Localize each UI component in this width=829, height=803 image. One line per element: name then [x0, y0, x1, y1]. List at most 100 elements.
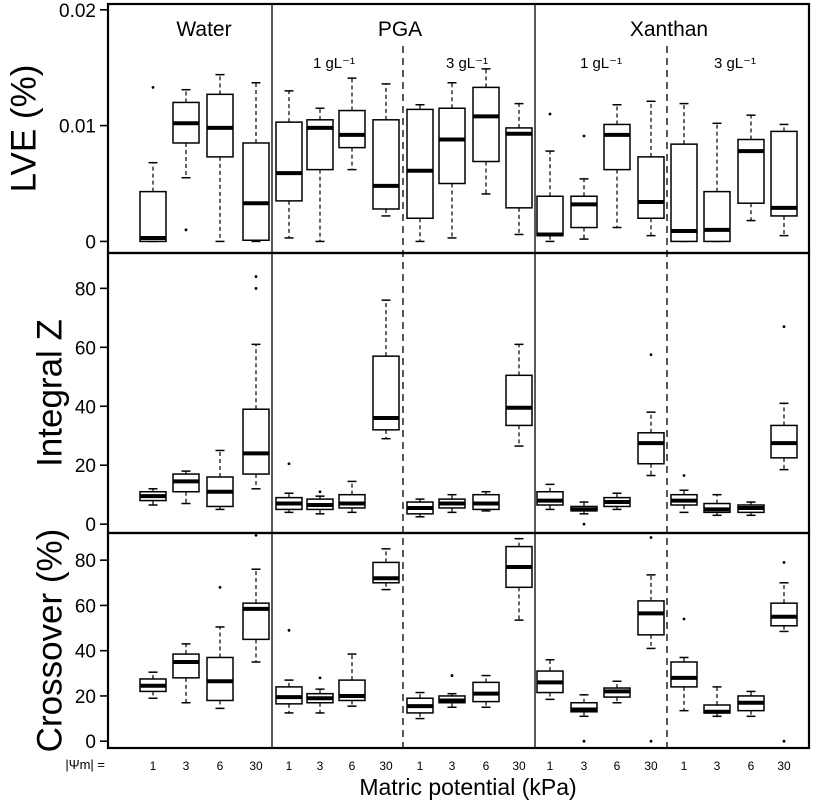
box-iqr: [505, 374, 533, 427]
box-iqr: [206, 93, 234, 158]
box: [536, 658, 564, 701]
box-iqr: [770, 602, 798, 627]
sub-label-xanthan-3: 3 gL⁻¹: [714, 55, 756, 72]
outlier-point: [782, 325, 786, 329]
box-iqr: [703, 190, 731, 243]
x-tick-label: 1: [286, 759, 293, 773]
box: [406, 104, 434, 243]
outlier-point: [582, 739, 586, 743]
outlier-point: [254, 533, 258, 537]
x-tick-label: 30: [777, 759, 791, 773]
box: [372, 299, 400, 440]
box: [472, 490, 500, 512]
box: [770, 561, 798, 743]
sub-label-pga-3: 3 gL⁻¹: [446, 55, 488, 72]
box: [505, 102, 533, 236]
box: [472, 68, 500, 195]
y-tick-label: 60: [75, 338, 96, 359]
x-tick-label: 6: [217, 759, 224, 773]
outlier-point: [287, 462, 291, 466]
outlier-point: [450, 674, 454, 677]
x-tick-label: 6: [614, 759, 621, 773]
x-tick-label: 30: [512, 759, 526, 773]
box-iqr: [637, 600, 665, 636]
y-tick-label: 0: [85, 515, 96, 536]
box-iqr: [338, 493, 366, 509]
y-tick-label: 40: [75, 642, 96, 663]
box: [242, 275, 270, 490]
outlier-point: [318, 676, 322, 680]
x-axis: |Ψm| = Matric potential (kPa) 1 3 6 30 1 3 6 30…: [65, 757, 791, 800]
x-tick-label: 3: [449, 759, 456, 773]
box: [570, 134, 598, 240]
box: [703, 493, 731, 517]
box: [338, 480, 366, 514]
sub-label-pga-1: 1 gL⁻¹: [313, 55, 355, 72]
y-axis-title: Crossover (%): [31, 529, 70, 753]
box: [670, 617, 698, 712]
box: [306, 676, 334, 714]
outlier-point: [582, 134, 586, 138]
box: [139, 85, 167, 243]
box: [275, 628, 303, 714]
box: [206, 449, 234, 511]
y-tick-label: 80: [75, 551, 96, 572]
box-iqr: [242, 408, 270, 475]
box: [670, 474, 698, 514]
box-iqr: [275, 121, 303, 202]
outlier-point: [254, 286, 258, 290]
box: [306, 490, 334, 515]
box: [406, 498, 434, 518]
box-iqr: [637, 156, 665, 220]
box: [536, 112, 564, 243]
box: [438, 82, 466, 239]
box: [703, 686, 731, 718]
box-iqr: [570, 195, 598, 229]
y-axis-title: Integral Z: [31, 319, 70, 467]
box: [737, 501, 765, 517]
group-dividers: [271, 4, 668, 748]
outlier-point: [649, 536, 653, 539]
box: [242, 533, 270, 663]
y-tick-label: 20: [75, 687, 96, 708]
outlier-point: [548, 112, 552, 116]
outlier-point: [287, 628, 291, 632]
x-tick-label: 6: [748, 759, 755, 773]
outlier-point: [151, 85, 155, 89]
box: [338, 653, 366, 707]
outlier-point: [184, 228, 188, 232]
y-tick-label: 40: [75, 397, 96, 418]
x-tick-label: 30: [379, 759, 393, 773]
box: [737, 114, 765, 222]
box: [172, 470, 200, 505]
box-iqr: [472, 86, 500, 163]
box: [737, 690, 765, 718]
outlier-point: [782, 739, 786, 743]
box-iqr: [139, 190, 167, 243]
box: [703, 122, 731, 243]
x-axis-prefix: |Ψm| =: [65, 757, 105, 772]
box: [172, 88, 200, 232]
box: [372, 548, 400, 591]
y-tick-label: 0: [85, 732, 96, 753]
x-tick-label: 30: [644, 759, 658, 773]
outlier-point: [682, 617, 686, 621]
box-iqr: [338, 109, 366, 149]
outlier-point: [649, 739, 653, 743]
box-iqr: [637, 432, 665, 465]
x-tick-label: 3: [581, 759, 588, 773]
x-tick-label: 3: [183, 759, 190, 773]
box: [438, 493, 466, 514]
box-iqr: [536, 195, 564, 237]
box: [438, 674, 466, 709]
outlier-point: [318, 490, 322, 494]
box: [570, 501, 598, 526]
y-tick-label: 0.01: [59, 117, 96, 138]
box: [637, 536, 665, 743]
box: [670, 102, 698, 243]
group-label-xanthan: Xanthan: [630, 18, 708, 41]
box-iqr: [536, 490, 564, 506]
box: [603, 492, 631, 511]
